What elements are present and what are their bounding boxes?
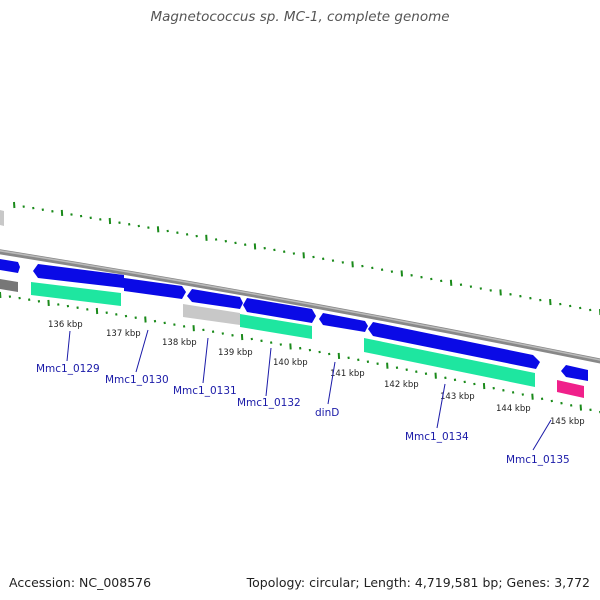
inner-tick-track [0,291,600,414]
cds-dind[interactable] [319,313,368,332]
feature-pink[interactable] [557,380,584,398]
rna-mmc1-0134[interactable] [364,338,535,387]
gene-leader-lines [66,329,552,451]
ruler-label: 142 kbp [384,380,419,390]
genome-summary-text: Topology: circular; Length: 4,719,581 bp… [246,575,590,590]
ruler-labels: 136 kbp 137 kbp 138 kbp 139 kbp 140 kbp … [48,320,585,427]
cds-feature-gray[interactable] [0,279,18,292]
gene-label-mmc1-0131[interactable]: Mmc1_0131 [173,385,237,397]
cds-mmc1-0129[interactable] [33,264,124,288]
ruler-label: 145 kbp [550,417,585,427]
accession-text: Accession: NC_008576 [9,575,152,590]
gene-label-mmc1-0130[interactable]: Mmc1_0130 [105,374,169,386]
ruler-label: 137 kbp [106,329,141,339]
rna-mmc1-0132[interactable] [240,314,312,339]
genome-backbone [0,249,600,364]
rna-mmc1-0129[interactable] [31,282,121,306]
cds-feature[interactable] [0,259,20,273]
ruler-label: 140 kbp [273,358,308,368]
ruler-label: 141 kbp [330,369,365,379]
ruler-label: 136 kbp [48,320,83,330]
partial-feature-left[interactable] [0,210,4,226]
map-title: Magnetococcus sp. MC-1, complete genome [150,9,450,25]
gene-label-mmc1-0129[interactable]: Mmc1_0129 [36,363,100,375]
cds-mmc1-0132[interactable] [243,298,316,323]
gene-label-mmc1-0134[interactable]: Mmc1_0134 [405,431,469,443]
cds-mmc1-0135[interactable] [561,365,588,381]
cds-mmc1-0134[interactable] [368,322,540,369]
cds-mmc1-0131[interactable] [187,289,243,309]
ruler-label: 138 kbp [162,338,197,348]
ruler-label: 143 kbp [440,392,475,402]
gene-label-mmc1-0132[interactable]: Mmc1_0132 [237,397,301,409]
cds-mmc1-0130[interactable] [124,278,186,299]
genome-backbone-highlight [0,250,600,361]
pseudo-mmc1-0131[interactable] [183,304,240,325]
ruler-label: 139 kbp [218,348,253,358]
gene-labels: Mmc1_0129 Mmc1_0130 Mmc1_0131 Mmc1_0132 … [36,363,570,466]
gene-label-mmc1-0135[interactable]: Mmc1_0135 [506,454,570,466]
feature-track [0,210,588,398]
outer-tick-track [13,201,600,316]
ruler-label: 144 kbp [496,404,531,414]
gene-label-dind[interactable]: dinD [315,407,339,419]
